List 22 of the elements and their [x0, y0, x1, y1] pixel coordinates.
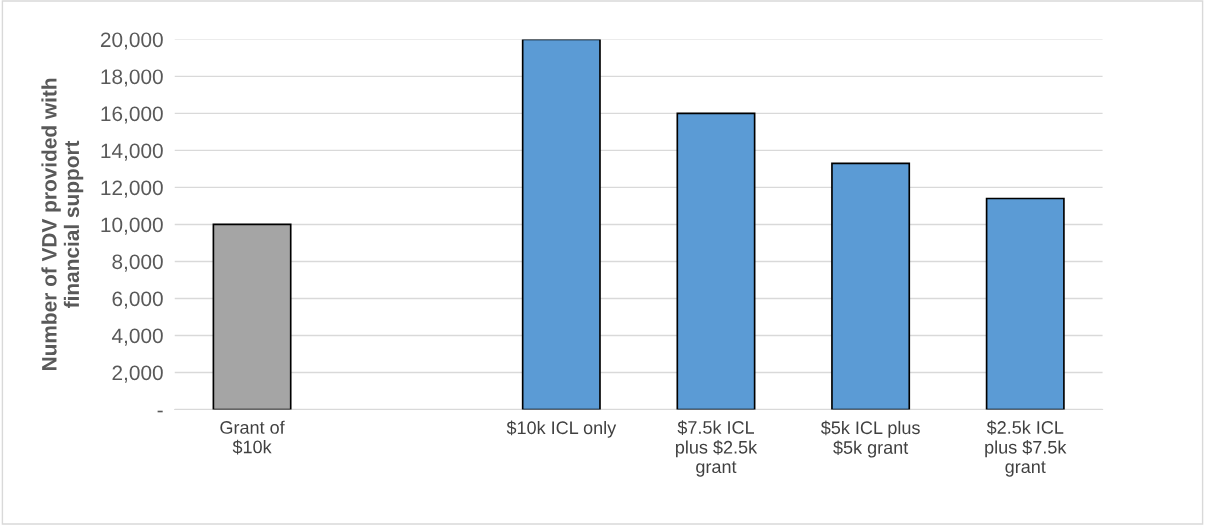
y-tick-label: 20,000: [100, 32, 163, 50]
y-tick-label: 14,000: [101, 143, 163, 161]
y-tick-label: 4,000: [111, 328, 163, 346]
bar: [212, 223, 292, 410]
y-tick-label: 8,000: [112, 254, 163, 272]
y-tick-label: -: [157, 410, 163, 413]
y-tick-label: 16,000: [101, 106, 163, 124]
x-tick-label: $10k ICL only: [506, 420, 617, 438]
y-tick-label: 10,000: [101, 217, 163, 235]
bar: [985, 197, 1065, 410]
bar: [521, 39, 601, 410]
y-axis-title: Number of VDV provided with financial support: [41, 78, 84, 371]
y-tick-label: 18,000: [101, 69, 163, 87]
bar: [831, 162, 911, 410]
x-tick-label: Grant of $10k: [220, 420, 285, 455]
x-tick-label: $5k ICL plus $5k grant: [820, 420, 920, 458]
bar: [676, 112, 756, 410]
x-tick-label: $2.5k ICL plus $7.5k grant: [985, 420, 1067, 477]
y-tick-label: 2,000: [112, 365, 163, 383]
x-tick-label: $7.5k ICL plus $2.5k grant: [675, 420, 758, 477]
y-tick-label: 6,000: [112, 291, 163, 309]
y-tick-label: 12,000: [101, 180, 163, 198]
